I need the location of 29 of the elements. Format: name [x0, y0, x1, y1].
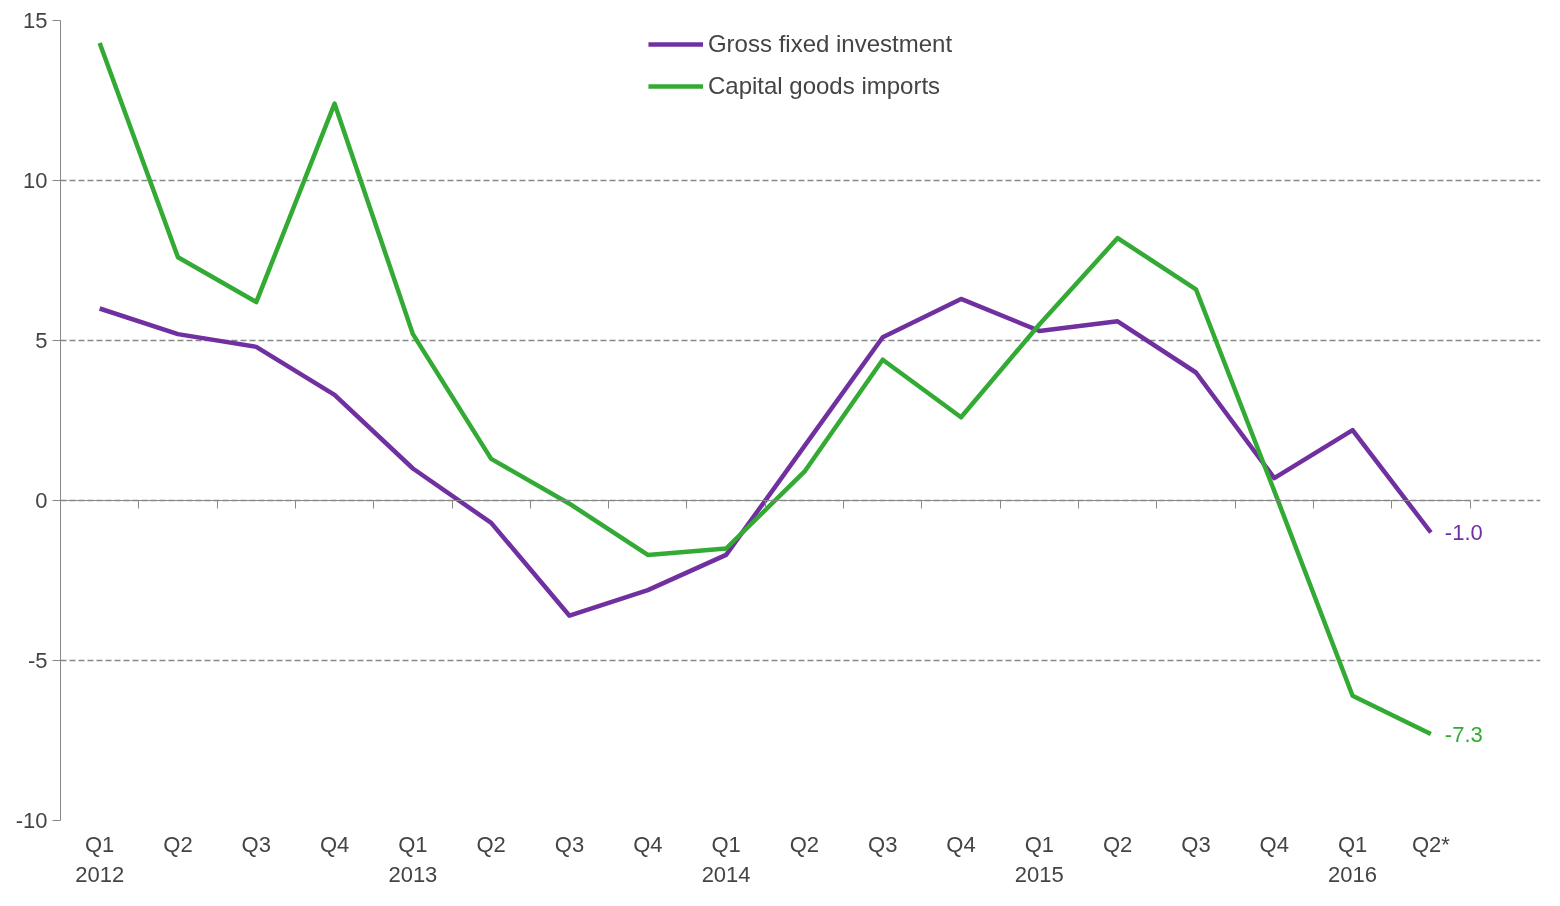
- y-tick-label: -10: [15, 808, 48, 833]
- x-tick-label: Q2*: [1411, 831, 1451, 857]
- x-tick-label: Q3: [1181, 831, 1211, 857]
- data-label: -1.0: [1444, 520, 1483, 545]
- x-tick-label: Q2: [1102, 831, 1133, 857]
- y-tick-label: 15: [23, 8, 48, 33]
- x-tick-label: Q3: [241, 831, 271, 857]
- x-tick-label: Q4: [319, 831, 350, 857]
- x-tick-label: Q4: [633, 831, 663, 857]
- x-tick-label: Q2: [789, 831, 820, 857]
- x-tick-label: Q1 2014: [701, 831, 751, 887]
- x-tick-label: Q4: [1259, 831, 1289, 857]
- x-tick-label: Q4: [946, 831, 976, 857]
- y-tick-label: 10: [23, 168, 48, 193]
- x-tick-label: Q2: [476, 831, 506, 857]
- y-tick-label: -5: [27, 648, 48, 673]
- data-label: -7.3: [1444, 721, 1483, 747]
- line-series: [97, 296, 1434, 618]
- x-tick-label: Q1 2016: [1328, 831, 1378, 887]
- x-tick-label: Q1 2013: [388, 831, 438, 887]
- x-tick-label: Q1 2012: [75, 831, 125, 887]
- y-tick-label: 5: [35, 328, 48, 353]
- legend-label: Capital goods imports: [707, 72, 941, 100]
- x-tick-label: Q3: [868, 831, 898, 857]
- y-tick-label: 0: [35, 488, 48, 513]
- x-tick-label: Q2: [163, 831, 193, 857]
- legend-label: Gross fixed investment: [707, 30, 953, 58]
- x-tick-label: Q1 2015: [1014, 831, 1064, 887]
- x-tick-label: Q3: [554, 831, 585, 857]
